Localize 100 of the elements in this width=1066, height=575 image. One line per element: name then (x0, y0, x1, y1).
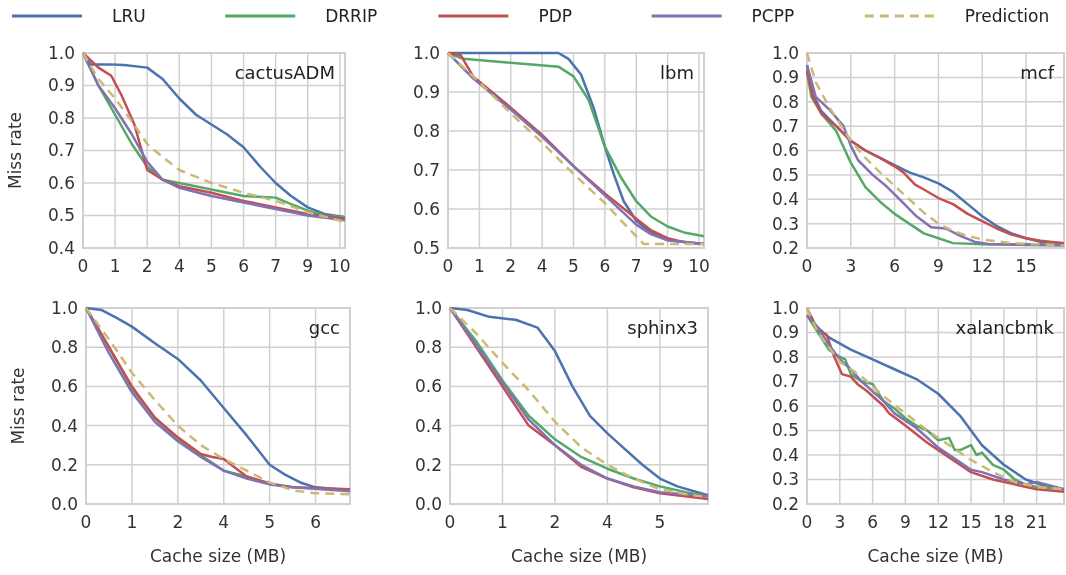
y-tick-label: 0.6 (412, 198, 440, 219)
y-tick-label: 0.9 (412, 81, 440, 102)
y-tick-label: 0.2 (414, 454, 442, 475)
text: cactusADM (234, 62, 335, 83)
y-tick-label: 0.0 (414, 493, 442, 514)
x-tick-label: 15 (960, 512, 982, 532)
y-tick-label: 0.2 (50, 454, 78, 475)
x-axis-title: Cache size (MB) (510, 546, 648, 566)
x-tick-label: 0 (77, 256, 89, 276)
y-tick-label: 0.8 (47, 107, 75, 128)
y-tick-label: 1.0 (414, 297, 442, 318)
y-tick-label: 0.5 (771, 420, 799, 441)
x-tick-label: 7 (630, 256, 642, 276)
y-tick-label: 1.0 (412, 42, 440, 63)
x-tick-label: 1 (109, 256, 121, 276)
y-tick-label: 0.9 (771, 322, 799, 343)
legend-label: Prediction (964, 5, 1050, 26)
x-tick-label: 21 (1025, 512, 1048, 532)
x-tick-label: 5 (654, 512, 666, 532)
x-tick-label: 4 (173, 256, 185, 276)
x-tick-label: 4 (218, 512, 230, 532)
y-tick-label: 0.5 (412, 237, 440, 258)
x-tick-label: 12 (927, 512, 950, 532)
x-tick-label: 12 (971, 256, 994, 276)
x-tick-label: 6 (889, 256, 901, 276)
y-tick-label: 0.8 (50, 337, 78, 358)
x-tick-label: 15 (1015, 256, 1037, 276)
x-tick-label: 10 (688, 256, 710, 276)
x-tick-label: 1 (473, 256, 485, 276)
y-tick-label: 0.4 (771, 189, 799, 210)
x-tick-label: 6 (599, 256, 611, 276)
x-tick-label: 0 (801, 512, 813, 532)
x-tick-label: 5 (264, 512, 276, 532)
y-axis-title: Miss rate (5, 111, 25, 190)
x-tick-label: 9 (302, 256, 314, 276)
y-tick-label: 0.4 (50, 415, 78, 436)
y-tick-label: 0.6 (414, 376, 442, 397)
y-tick-label: 0.4 (47, 237, 75, 258)
y-tick-label: 0.8 (414, 337, 442, 358)
x-tick-label: 2 (549, 512, 561, 532)
x-tick-label: 9 (900, 512, 911, 532)
text: gcc (308, 317, 340, 338)
y-tick-label: 1.0 (50, 297, 78, 318)
y-tick-label: 0.8 (771, 346, 799, 367)
y-tick-label: 0.6 (771, 140, 799, 161)
y-tick-label: 0.3 (771, 213, 799, 234)
x-tick-label: 18 (993, 512, 1015, 532)
y-tick-label: 0.5 (771, 164, 799, 185)
y-tick-label: 0.8 (771, 91, 799, 112)
y-tick-label: 0.4 (414, 415, 442, 436)
x-tick-label: 0 (444, 512, 456, 532)
text: sphinx3 (627, 317, 698, 338)
x-tick-label: 0 (442, 256, 454, 276)
legend-label: PCPP (751, 5, 795, 26)
x-axis-title: Cache size (MB) (149, 546, 287, 566)
y-tick-label: 1.0 (771, 297, 799, 318)
text: lbm (660, 62, 694, 83)
y-tick-label: 0.7 (412, 159, 440, 180)
x-tick-label: 4 (602, 512, 613, 532)
x-tick-label: 2 (141, 256, 153, 276)
text: xalancbmk (955, 317, 1055, 338)
x-tick-label: 6 (867, 512, 879, 532)
x-tick-label: 2 (172, 512, 184, 532)
y-axis-title: Miss rate (8, 367, 28, 445)
x-tick-label: 9 (662, 256, 674, 276)
x-tick-label: 9 (933, 256, 944, 276)
x-tick-label: 2 (505, 256, 517, 276)
x-tick-label: 3 (834, 512, 846, 532)
y-tick-label: 0.9 (771, 67, 799, 88)
y-tick-label: 0.2 (771, 237, 799, 258)
y-tick-label: 0.0 (50, 493, 78, 514)
y-tick-label: 1.0 (47, 42, 75, 63)
x-tick-label: 1 (126, 512, 138, 532)
legend-label: LRU (112, 5, 146, 26)
x-tick-label: 5 (206, 256, 217, 276)
x-tick-label: 5 (568, 256, 579, 276)
y-tick-label: 0.2 (771, 493, 799, 514)
y-tick-label: 0.6 (771, 395, 799, 416)
x-tick-label: 7 (270, 256, 282, 276)
y-tick-label: 1.0 (771, 42, 799, 63)
legend-label: DRRIP (325, 5, 378, 26)
legend-label: PDP (538, 5, 572, 26)
x-tick-label: 0 (801, 256, 813, 276)
y-tick-label: 0.4 (771, 444, 799, 465)
x-tick-label: 1 (497, 512, 508, 532)
x-tick-label: 10 (329, 256, 351, 276)
y-tick-label: 0.6 (50, 376, 78, 397)
x-tick-label: 0 (80, 512, 92, 532)
y-tick-label: 0.7 (771, 371, 799, 392)
x-axis-title: Cache size (MB) (867, 546, 1004, 566)
y-tick-label: 0.5 (47, 205, 75, 226)
y-tick-label: 0.7 (47, 140, 75, 161)
x-tick-label: 3 (845, 256, 857, 276)
x-tick-label: 6 (238, 256, 249, 276)
text: mcf (1020, 62, 1055, 83)
x-tick-label: 6 (310, 512, 321, 532)
y-tick-label: 0.9 (47, 75, 75, 96)
y-tick-label: 0.7 (771, 116, 799, 137)
y-tick-label: 0.8 (412, 120, 440, 141)
x-tick-label: 4 (536, 256, 548, 276)
